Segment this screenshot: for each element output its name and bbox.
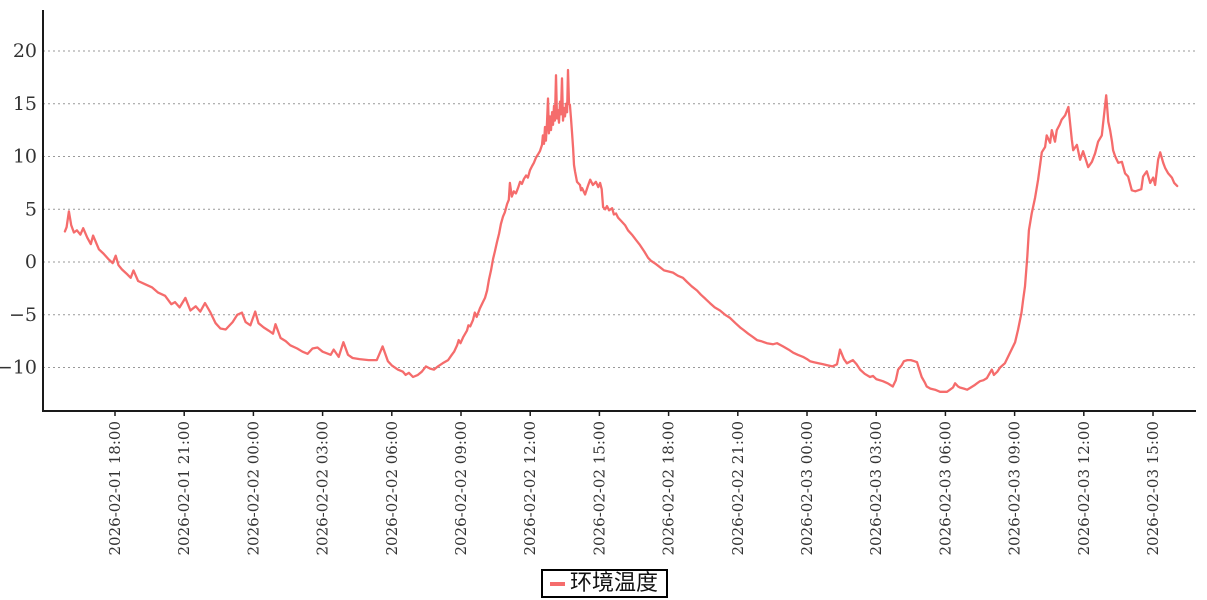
x-tick-label: 2026-02-02 06:00 <box>383 421 401 555</box>
y-tick-label: 20 <box>13 40 37 62</box>
legend-line-swatch <box>550 581 565 586</box>
x-tick-label: 2026-02-02 21:00 <box>729 421 747 555</box>
x-tick-label: 2026-02-03 12:00 <box>1075 421 1093 555</box>
x-tick-label: 2026-02-03 00:00 <box>798 421 816 555</box>
x-tick-label: 2026-02-01 21:00 <box>175 421 193 555</box>
series-lines <box>63 68 1179 393</box>
gridlines <box>43 50 1196 368</box>
x-tick-label: 2026-02-02 12:00 <box>521 421 539 555</box>
axes <box>42 10 1196 412</box>
series-line <box>63 68 1179 393</box>
x-tick-label: 2026-02-02 09:00 <box>452 421 470 555</box>
x-tick-label: 2026-02-03 15:00 <box>1144 421 1162 555</box>
legend-series-label: 环境温度 <box>570 570 659 596</box>
y-axis-labels: 20 15 10 5 0 −5 −10 <box>0 40 37 379</box>
legend[interactable]: 环境温度 <box>541 569 669 598</box>
x-tick-label: 2026-02-02 15:00 <box>590 421 608 555</box>
x-tick-label: 2026-02-03 09:00 <box>1006 421 1024 555</box>
y-tick-label: 0 <box>25 251 37 273</box>
x-tick-label: 2026-02-02 00:00 <box>244 421 262 555</box>
x-axis-labels: 2026-02-01 18:00 2026-02-01 21:00 2026-02-… <box>106 411 1162 555</box>
x-tick-label: 2026-02-03 06:00 <box>936 421 954 555</box>
y-tick-label: −10 <box>0 357 37 379</box>
y-tick-label: 5 <box>25 198 37 220</box>
y-tick-label: −5 <box>9 304 37 326</box>
x-tick-label: 2026-02-02 18:00 <box>660 421 678 555</box>
x-tick-label: 2026-02-01 18:00 <box>106 421 124 555</box>
y-tick-label: 10 <box>13 146 37 168</box>
x-tick-label: 2026-02-02 03:00 <box>314 421 332 555</box>
y-tick-label: 15 <box>13 93 37 115</box>
x-tick-label: 2026-02-03 03:00 <box>867 421 885 555</box>
